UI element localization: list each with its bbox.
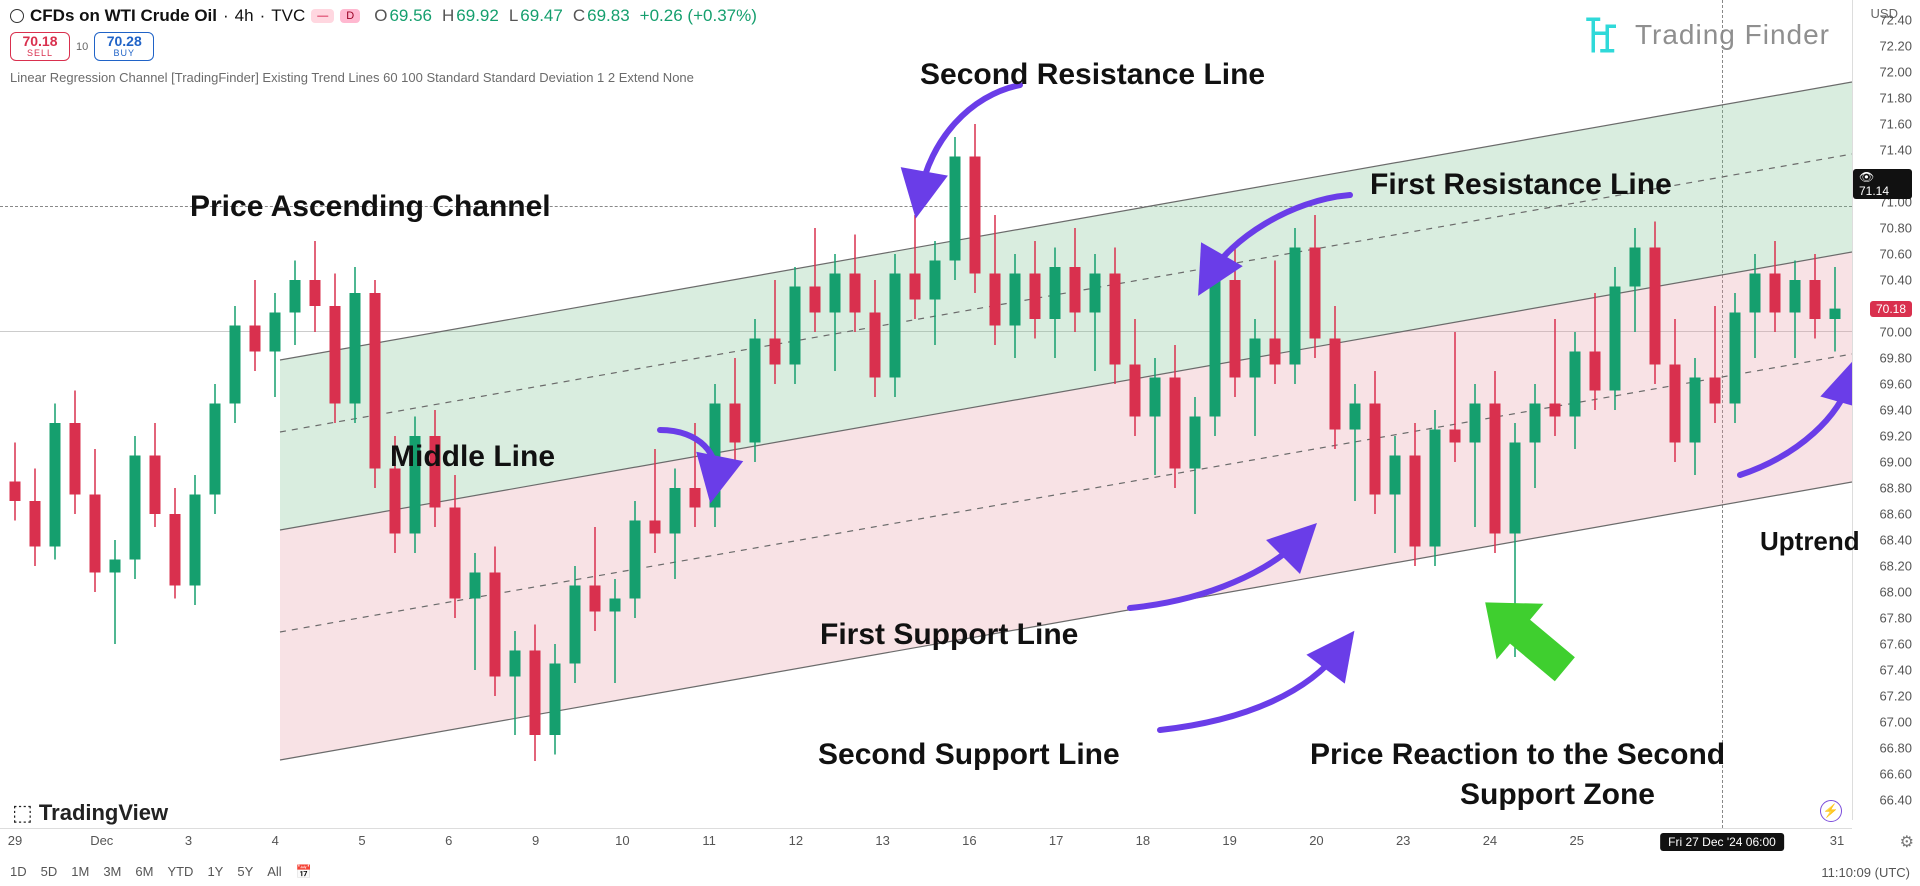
x-tick: 6 [445,833,452,848]
y-tick: 68.60 [1879,507,1912,522]
chart-plot[interactable] [0,0,1852,828]
x-tick: 16 [962,833,976,848]
x-tick: 5 [358,833,365,848]
tradingview-watermark: ⬚ TradingView [12,800,168,826]
y-tick: 69.60 [1879,377,1912,392]
timeframe-6M[interactable]: 6M [135,864,153,880]
y-tick: 66.60 [1879,767,1912,782]
time-axis[interactable]: 29Dec345691011121316171819202324253031Fr… [0,828,1852,856]
x-tick: 20 [1309,833,1323,848]
y-tick: 70.40 [1879,273,1912,288]
y-tick: 71.40 [1879,143,1912,158]
x-tick: 11 [702,833,716,848]
x-tick: 3 [185,833,192,848]
x-tick: 29 [8,833,22,848]
y-tick: 72.40 [1879,13,1912,28]
y-tick: 70.60 [1879,247,1912,262]
x-tick: Dec [90,833,113,848]
x-tick: 10 [615,833,629,848]
y-tick: 67.00 [1879,715,1912,730]
timeframe-All[interactable]: All [267,864,281,880]
timeframe-5Y[interactable]: 5Y [237,864,253,880]
y-tick: 67.40 [1879,663,1912,678]
x-tick: 19 [1222,833,1236,848]
y-tick: 68.80 [1879,481,1912,496]
y-tick: 67.60 [1879,637,1912,652]
timeframe-5D[interactable]: 5D [41,864,58,880]
y-tick: 68.40 [1879,533,1912,548]
y-tick: 70.80 [1879,221,1912,236]
y-tick: 69.80 [1879,351,1912,366]
x-tick: 12 [789,833,803,848]
timeframe-1M[interactable]: 1M [71,864,89,880]
y-tick: 67.20 [1879,689,1912,704]
timeframe-1Y[interactable]: 1Y [207,864,223,880]
calendar-icon[interactable]: 📅 [296,864,312,880]
x-tick: 13 [875,833,889,848]
y-tick: 69.00 [1879,455,1912,470]
x-tick: 31 [1830,833,1844,848]
price-axis[interactable]: 66.40 66.60 66.80 67.00 67.20 67.40 67.60 67.80… [1852,0,1920,820]
y-tick: 70.00 [1879,325,1912,340]
x-tick: 25 [1569,833,1583,848]
replay-icon[interactable]: ⚡ [1820,800,1842,822]
timeframe-bar[interactable]: 1D 5D 1M 3M 6M YTD 1Y 5Y All 📅 [10,864,312,880]
y-tick: 68.20 [1879,559,1912,574]
clock: 11:10:09 (UTC) [1821,865,1910,880]
x-tick: 24 [1483,833,1497,848]
y-tick: 72.20 [1879,39,1912,54]
y-tick: 66.80 [1879,741,1912,756]
y-tick: 68.00 [1879,585,1912,600]
x-tick: 9 [532,833,539,848]
y-tick: 72.00 [1879,65,1912,80]
x-tick: 4 [272,833,279,848]
timeframe-1D[interactable]: 1D [10,864,27,880]
x-tick: 18 [1136,833,1150,848]
y-tick: 71.80 [1879,91,1912,106]
last-price: 70.18 [1870,301,1912,317]
y-tick: 69.40 [1879,403,1912,418]
x-tick: 23 [1396,833,1410,848]
cursor-price: 👁 71.14 [1853,169,1912,199]
y-tick: 66.40 [1879,793,1912,808]
y-tick: 71.60 [1879,117,1912,132]
x-tick: 17 [1049,833,1063,848]
timeframe-YTD[interactable]: YTD [167,864,193,880]
timeframe-3M[interactable]: 3M [103,864,121,880]
y-tick: 69.20 [1879,429,1912,444]
y-tick: 67.80 [1879,611,1912,626]
cursor-time: Fri 27 Dec '24 06:00 [1660,833,1784,851]
settings-icon[interactable]: ⚙ [1900,832,1914,852]
